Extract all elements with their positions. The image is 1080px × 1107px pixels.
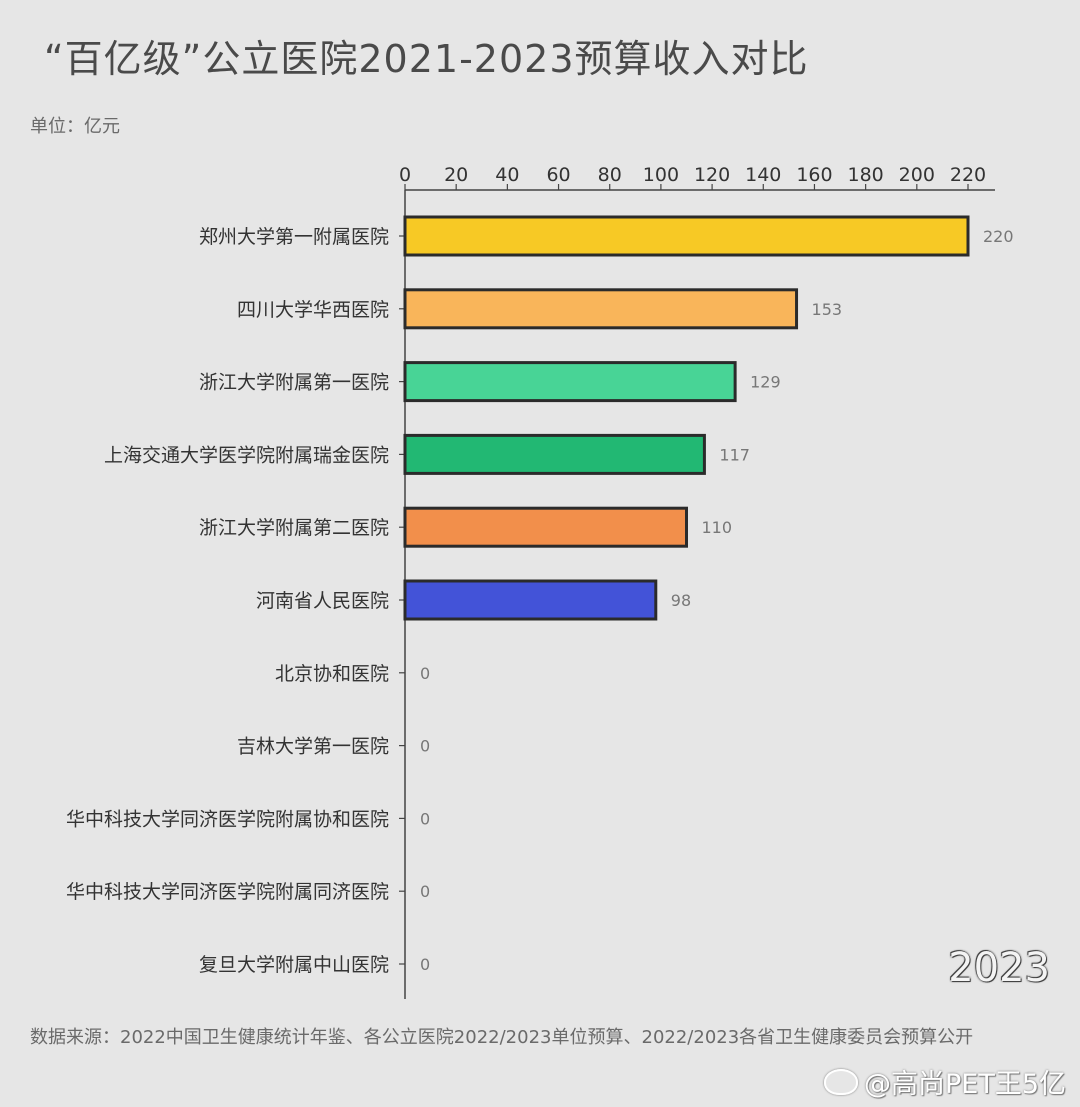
data-label: 0 [420,809,430,828]
x-tick-label: 20 [444,164,468,186]
data-label: 0 [420,882,430,901]
bar [403,579,658,621]
x-tick-label: 100 [643,164,679,186]
data-source: 数据来源：2022中国卫生健康统计年鉴、各公立医院2022/2023单位预算、2… [30,1027,974,1048]
category-label: 华中科技大学同济医学院附属同济医院 [66,881,389,903]
watermark: @高尚PET王5亿 [823,1062,1066,1101]
bar [403,215,970,257]
x-tick-label: 220 [950,164,986,186]
data-label: 0 [420,664,430,683]
x-tick-label: 140 [745,164,781,186]
x-tick-label: 80 [598,164,622,186]
bar-chart: 0 20 40 60 80 100 120 140 160 180 200 220 郑州大学第一附属医… [66,164,1014,999]
bar [403,361,737,403]
chart-title: “百亿级”公立医院2021-2023预算收入对比 [44,37,809,81]
x-tick-label: 60 [546,164,570,186]
category-label: 吉林大学第一医院 [237,736,389,758]
data-label: 153 [812,300,843,319]
y-axis: 郑州大学第一附属医院四川大学华西医院浙江大学附属第一医院上海交通大学医学院附属瑞… [66,190,406,999]
category-label: 四川大学华西医院 [237,299,389,321]
category-label: 复旦大学附属中山医院 [199,954,389,976]
category-label: 北京协和医院 [275,663,389,685]
watermark-text: @高尚PET王5亿 [863,1069,1066,1100]
x-tick-label: 180 [848,164,884,186]
category-label: 浙江大学附属第二医院 [199,517,389,539]
x-tick-label: 40 [495,164,519,186]
unit-label: 单位：亿元 [30,116,120,137]
bar [403,506,688,548]
category-label: 郑州大学第一附属医院 [199,226,389,248]
bar [403,433,706,475]
weibo-logo-icon [823,1069,858,1095]
category-label: 浙江大学附属第一医院 [199,372,389,394]
year-label: 2023 [948,945,1050,991]
category-label: 河南省人民医院 [256,590,389,612]
data-label: 117 [719,445,750,464]
category-label: 华中科技大学同济医学院附属协和医院 [66,808,389,830]
data-label: 0 [420,737,430,756]
x-tick-label: 160 [796,164,832,186]
data-label: 220 [983,227,1014,246]
x-tick-label: 200 [899,164,935,186]
data-label: 0 [420,955,430,974]
x-tick-label: 120 [694,164,730,186]
category-label: 上海交通大学医学院附属瑞金医院 [104,444,389,466]
data-label: 129 [750,373,781,392]
data-label: 110 [702,518,733,537]
x-axis: 0 20 40 60 80 100 120 140 160 180 200 220 [399,164,995,191]
bars: 220 153 129 117 110 98 0 0 0 0 0 [403,215,1014,974]
bar [403,288,799,330]
x-tick-label: 0 [399,164,411,186]
data-label: 98 [671,591,691,610]
